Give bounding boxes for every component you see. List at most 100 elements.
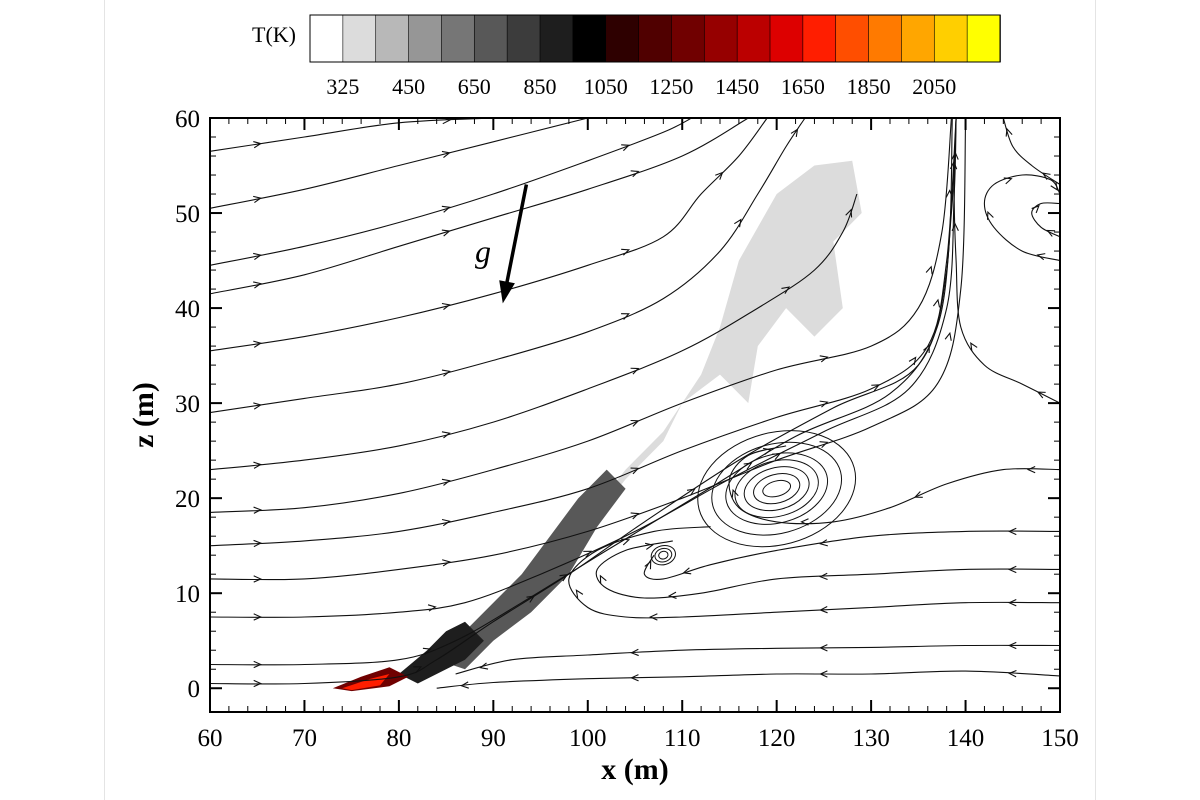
gravity-label: g bbox=[475, 233, 491, 269]
colorbar-label: 850 bbox=[524, 74, 557, 99]
streamline-arrow bbox=[1036, 391, 1046, 399]
streamline-arrow bbox=[871, 384, 881, 392]
streamline bbox=[728, 445, 1061, 525]
streamline-arrow bbox=[1050, 182, 1058, 191]
streamline-arrow bbox=[630, 648, 639, 657]
colorbar-swatch bbox=[408, 14, 443, 63]
streamline-arrow bbox=[621, 248, 631, 256]
streamline-arrow bbox=[819, 644, 828, 652]
colorbar-label: 650 bbox=[458, 74, 491, 99]
y-tick-label: 60 bbox=[175, 106, 200, 133]
y-axis-ticks bbox=[210, 117, 1060, 690]
gravity-arrow-head bbox=[499, 280, 515, 304]
colorbar-label: 450 bbox=[392, 74, 425, 99]
streamline-arrow bbox=[253, 402, 263, 410]
streamline-arrow bbox=[932, 298, 941, 308]
vortex-loop bbox=[753, 473, 801, 505]
streamline-arrow bbox=[1005, 127, 1013, 137]
x-tick-label: 140 bbox=[947, 725, 985, 752]
streamline-arrow bbox=[819, 400, 829, 408]
streamline bbox=[209, 117, 768, 352]
streamline-arrow bbox=[944, 331, 952, 341]
colorbar-swatch bbox=[769, 14, 804, 63]
streamline-arrow bbox=[441, 369, 451, 377]
y-axis-title: z (m) bbox=[127, 382, 160, 448]
streamline-arrow bbox=[819, 572, 828, 581]
streamline-arrow bbox=[621, 538, 631, 546]
streamline bbox=[1031, 202, 1061, 238]
colorbar-label: 1650 bbox=[781, 74, 825, 99]
y-tick-label: 10 bbox=[175, 581, 200, 608]
streamline-arrow bbox=[441, 150, 451, 158]
y-tick-label: 50 bbox=[175, 201, 200, 228]
plot-background bbox=[210, 118, 1060, 712]
streamline-arrow bbox=[630, 467, 640, 475]
streamline-arrow bbox=[819, 355, 829, 363]
colorbar-title: T(K) bbox=[252, 22, 296, 47]
streamline-arrow bbox=[253, 141, 263, 149]
streamline bbox=[436, 670, 1061, 689]
streamline bbox=[568, 526, 1061, 619]
y-tick-label: 0 bbox=[188, 676, 201, 703]
streamline-arrow bbox=[731, 488, 739, 498]
colorbar-swatch bbox=[342, 14, 377, 63]
streamline bbox=[953, 117, 1061, 404]
temperature-region bbox=[446, 160, 862, 660]
streamline-arrow bbox=[819, 670, 828, 678]
plot-frame bbox=[209, 117, 1061, 713]
gravity-indicator: g bbox=[475, 184, 529, 304]
x-axis-ticks bbox=[209, 118, 1061, 712]
colorbar-swatch bbox=[703, 14, 738, 63]
streamline-arrow bbox=[908, 356, 917, 366]
y-tick-label: 30 bbox=[175, 391, 200, 418]
streamline-arrow bbox=[644, 560, 652, 570]
streamline-arrow bbox=[630, 170, 640, 178]
streamline-arrow bbox=[790, 128, 799, 138]
streamline bbox=[455, 644, 1061, 675]
streamline-arrow bbox=[667, 591, 677, 599]
x-tick-label: 60 bbox=[198, 725, 223, 752]
x-tick-label: 100 bbox=[569, 725, 607, 752]
streamline bbox=[209, 117, 952, 513]
colorbar-swatch bbox=[933, 14, 968, 63]
streamline-arrow bbox=[1046, 229, 1056, 237]
streamline-arrow bbox=[621, 144, 631, 152]
streamline bbox=[209, 117, 806, 414]
streamline-arrow bbox=[253, 506, 263, 514]
streamline-arrow bbox=[925, 265, 933, 275]
y-axis-tick-labels: 0 10 20 30 40 50 60 bbox=[175, 106, 200, 703]
streamline-arrow bbox=[479, 662, 489, 670]
x-tick-label: 130 bbox=[852, 725, 890, 752]
streamline-arrow bbox=[951, 222, 959, 232]
x-tick-label: 150 bbox=[1041, 725, 1079, 752]
streamline-arrow bbox=[253, 679, 263, 688]
page-frame bbox=[104, 0, 1096, 800]
streamline-arrow bbox=[1007, 641, 1017, 650]
streamline-arrow bbox=[644, 542, 654, 550]
streamline bbox=[209, 117, 749, 295]
colorbar-swatch bbox=[441, 14, 476, 63]
streamline-arrow bbox=[441, 302, 451, 311]
colorbar-swatch bbox=[506, 14, 541, 63]
vortex-loop bbox=[650, 544, 676, 566]
y-tick-label: 20 bbox=[175, 486, 200, 513]
streamline-arrow bbox=[1007, 599, 1017, 607]
streamline-arrow bbox=[845, 208, 853, 218]
colorbar-border bbox=[309, 14, 1001, 63]
colorbar-swatch bbox=[375, 14, 410, 63]
x-tick-label: 80 bbox=[386, 725, 411, 752]
vortex-loop bbox=[711, 441, 843, 536]
streamline bbox=[209, 117, 957, 618]
streamline-arrow bbox=[743, 462, 753, 470]
y-tick-label: 40 bbox=[175, 296, 200, 323]
streamline-arrow bbox=[1026, 465, 1036, 474]
colorbar-label: 1050 bbox=[584, 74, 628, 99]
streamline-arrow bbox=[441, 478, 451, 486]
vortex-loop bbox=[725, 452, 829, 525]
streamline-arrow bbox=[441, 431, 451, 439]
streamline-arrow bbox=[1007, 670, 1017, 678]
vortex-lines bbox=[650, 430, 857, 566]
x-axis-title: x (m) bbox=[601, 753, 668, 786]
colorbar-swatch bbox=[638, 14, 673, 63]
vortex-loop bbox=[654, 547, 673, 563]
